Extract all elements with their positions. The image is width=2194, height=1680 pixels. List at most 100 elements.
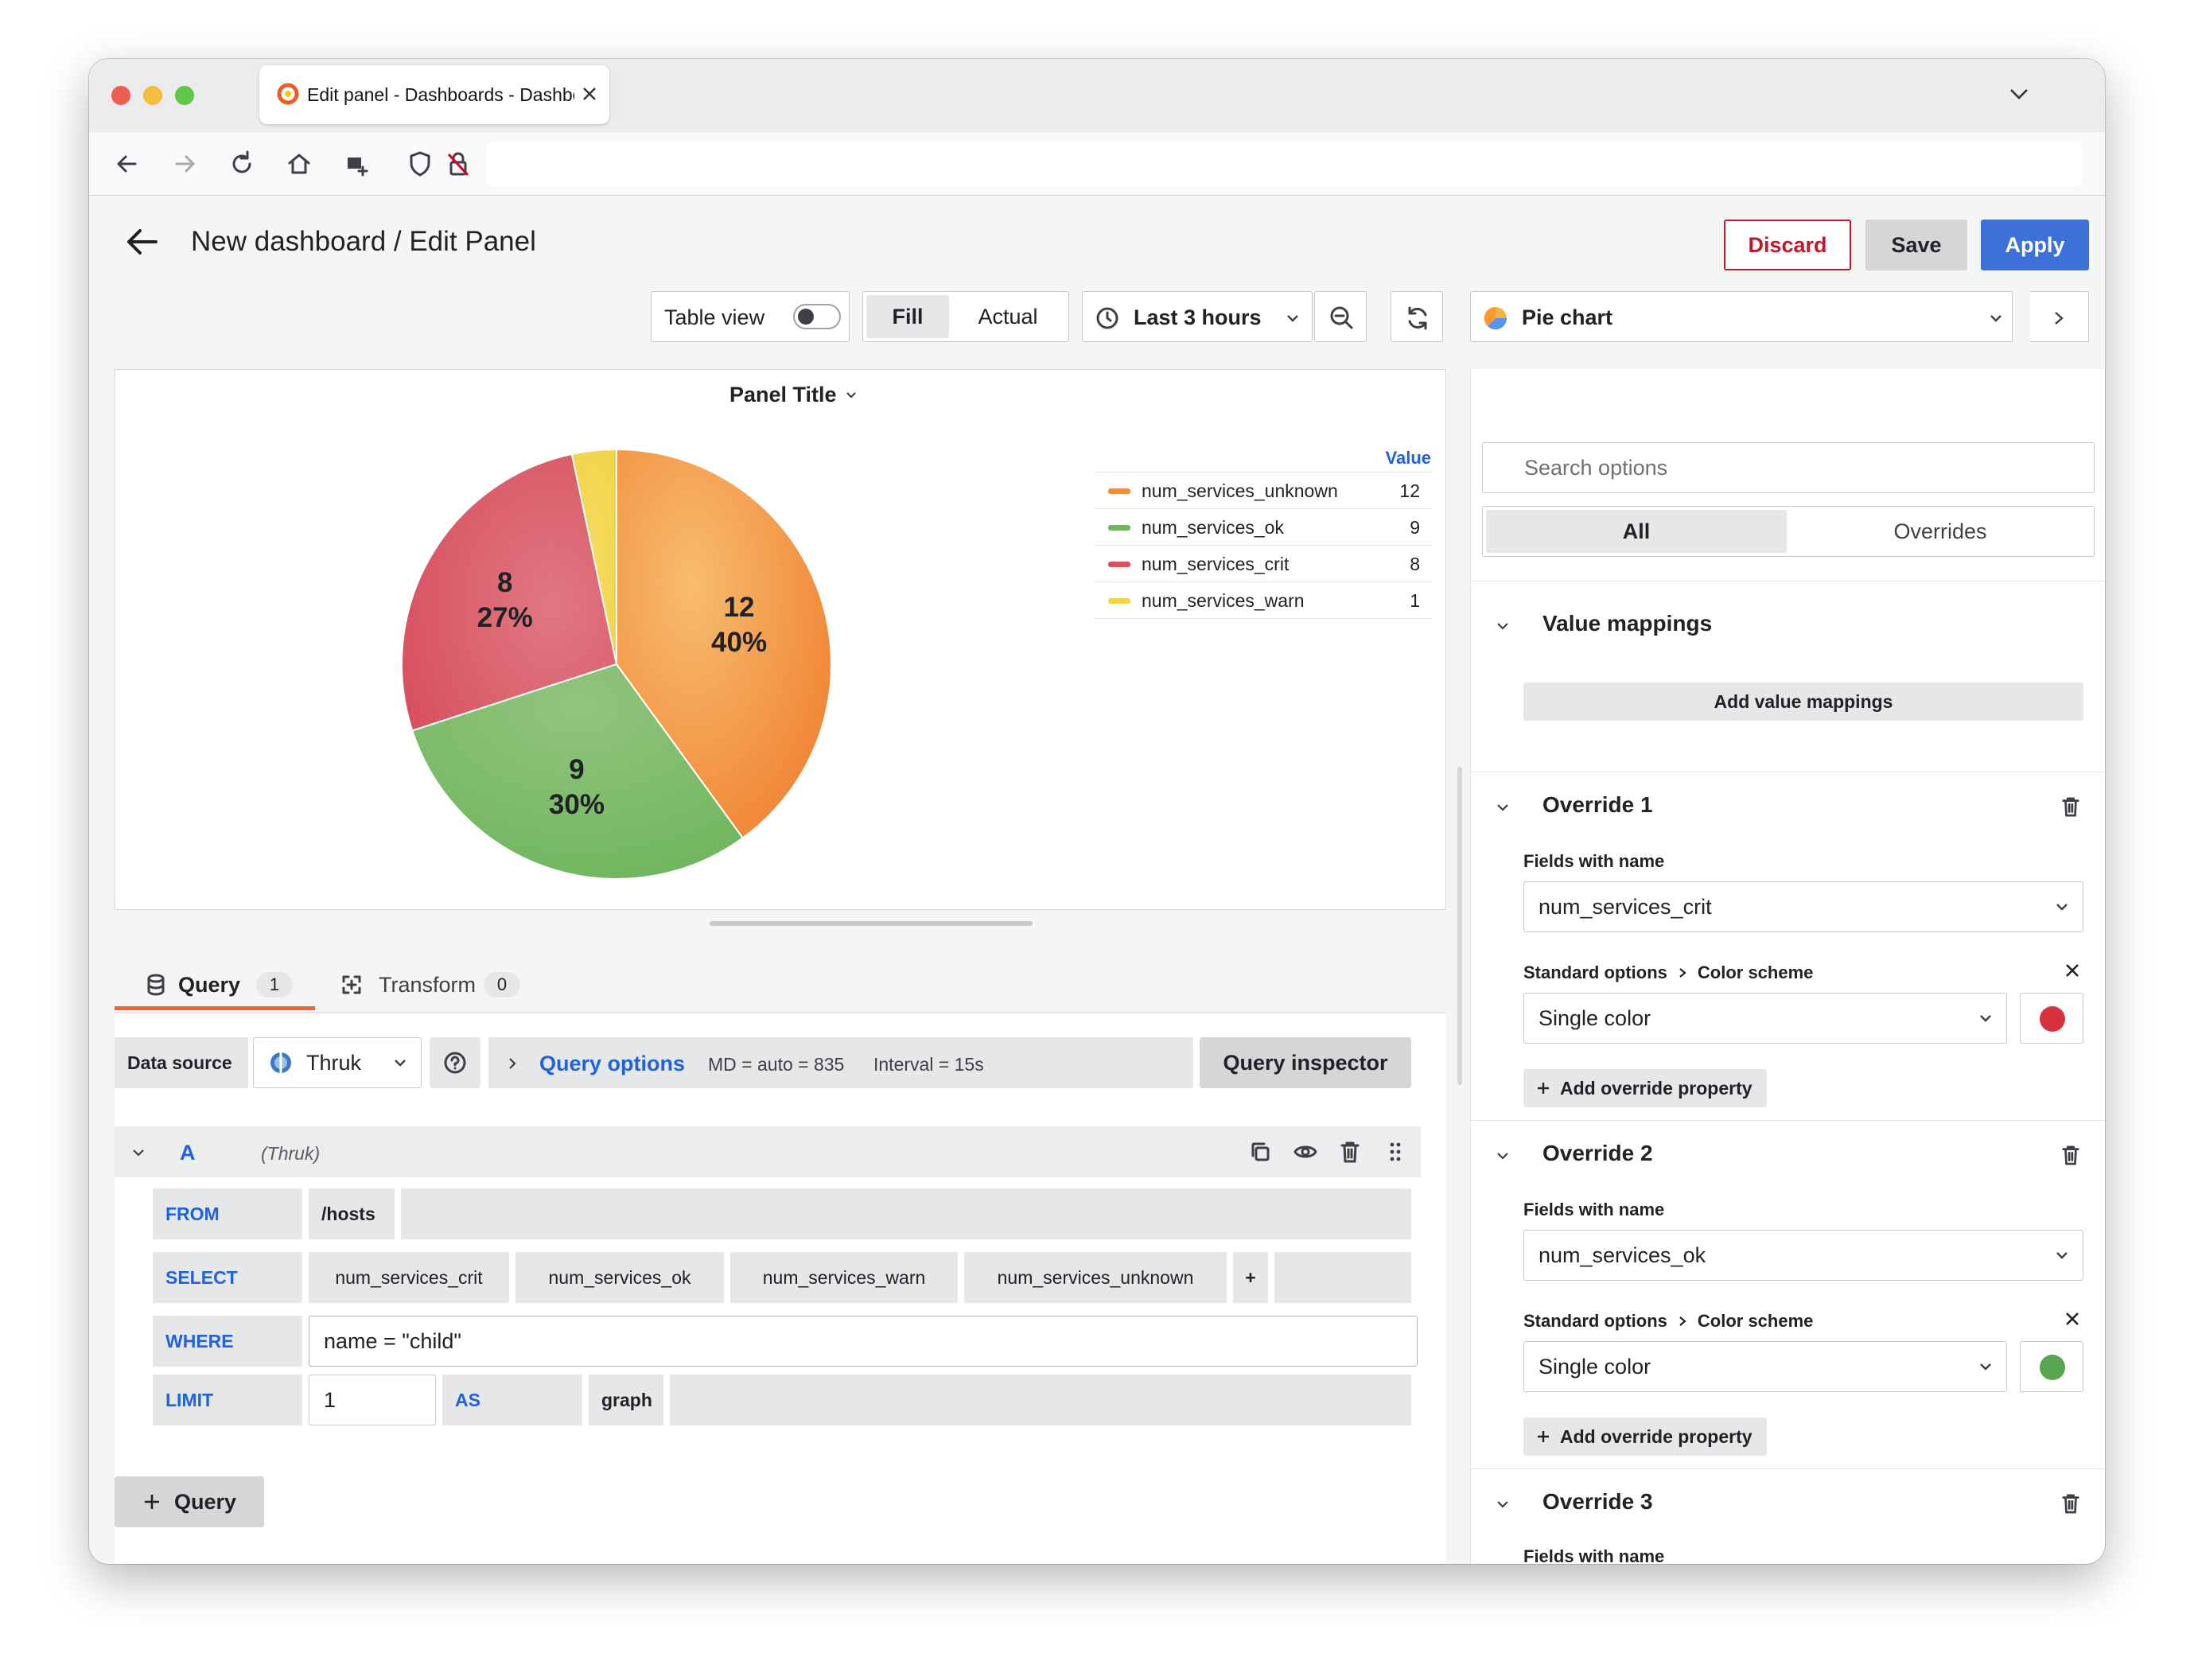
- zoom-out-button[interactable]: [1314, 291, 1367, 342]
- legend-item[interactable]: num_services_crit 8: [1094, 546, 1431, 582]
- add-override-property-button[interactable]: Add override property: [1523, 1418, 1767, 1456]
- drag-handle-icon[interactable]: [1387, 1141, 1403, 1163]
- collapse-chevron-icon[interactable]: [1496, 1150, 1509, 1161]
- table-view-toggle[interactable]: Table view: [651, 291, 850, 342]
- address-bar[interactable]: [487, 142, 2083, 186]
- data-source-help-button[interactable]: [430, 1037, 480, 1088]
- minimize-window-button[interactable]: [143, 86, 162, 105]
- delete-override-icon[interactable]: [2061, 795, 2080, 818]
- field-name-select[interactable]: num_services_ok: [1523, 1230, 2083, 1281]
- save-button[interactable]: Save: [1865, 220, 1967, 270]
- apply-button[interactable]: Apply: [1981, 220, 2089, 270]
- add-value-mappings-button[interactable]: Add value mappings: [1523, 682, 2083, 721]
- override-title[interactable]: Override 3: [1542, 1489, 1653, 1514]
- select-empty-segment[interactable]: [1274, 1252, 1411, 1303]
- actual-option[interactable]: Actual: [978, 304, 1038, 329]
- close-tab-icon[interactable]: [581, 85, 598, 103]
- time-range-picker[interactable]: Last 3 hours: [1082, 291, 1313, 342]
- search-options-input[interactable]: Search options: [1482, 442, 2095, 493]
- delete-override-icon[interactable]: [2061, 1492, 2080, 1515]
- table-view-switch[interactable]: [793, 304, 841, 329]
- back-arrow-icon[interactable]: [111, 148, 143, 180]
- legend-item[interactable]: num_services_unknown 12: [1094, 472, 1431, 509]
- query-ref-id[interactable]: A: [180, 1141, 196, 1165]
- forward-arrow-icon[interactable]: [169, 148, 200, 180]
- panel-resize-handle[interactable]: [710, 921, 1033, 926]
- pie-slice-num-services-crit[interactable]: [402, 453, 618, 732]
- chevron-right-icon: [1679, 1316, 1686, 1326]
- shield-icon[interactable]: [404, 148, 436, 180]
- legend-item[interactable]: num_services_warn 1: [1094, 582, 1431, 619]
- delete-override-icon[interactable]: [2061, 1144, 2080, 1166]
- legend-value-header[interactable]: Value: [1385, 448, 1431, 468]
- refresh-button[interactable]: [1391, 291, 1443, 342]
- fill-option[interactable]: Fill: [866, 295, 949, 338]
- as-empty-segment[interactable]: [670, 1375, 1411, 1425]
- panel-header[interactable]: Panel Title: [729, 383, 858, 407]
- legend-item[interactable]: num_services_ok 9: [1094, 509, 1431, 546]
- override-title[interactable]: Override 2: [1542, 1141, 1653, 1165]
- vertical-scrollbar[interactable]: [1457, 767, 1462, 1085]
- trash-icon[interactable]: [1340, 1140, 1360, 1164]
- query-count-badge: 1: [256, 972, 293, 998]
- add-query-button[interactable]: Query: [115, 1476, 264, 1527]
- override-title[interactable]: Override 1: [1542, 792, 1653, 817]
- tab-list-chevron-icon[interactable]: [2008, 86, 2030, 102]
- collapse-chevron-icon[interactable]: [1496, 620, 1509, 632]
- pie-slice-num-services-unknown[interactable]: [616, 449, 831, 839]
- duplicate-query-icon[interactable]: [1249, 1141, 1271, 1163]
- query-inspector-button[interactable]: Query inspector: [1200, 1037, 1411, 1088]
- tab-overrides[interactable]: Overrides: [1893, 519, 1987, 543]
- pie-slice-num-services-warn[interactable]: [570, 449, 617, 665]
- add-select-column-button[interactable]: +: [1233, 1252, 1268, 1303]
- where-keyword: WHERE: [153, 1316, 302, 1367]
- format-as-value[interactable]: graph: [589, 1375, 663, 1425]
- color-picker-button[interactable]: [2020, 1341, 2083, 1392]
- toggle-options-pane-button[interactable]: [2030, 291, 2089, 342]
- visualization-picker[interactable]: Pie chart: [1470, 291, 2013, 342]
- query-row-header[interactable]: A (Thruk): [115, 1126, 1421, 1177]
- color-scheme-select[interactable]: Single color: [1523, 993, 2007, 1044]
- home-icon[interactable]: [283, 148, 315, 180]
- eye-icon[interactable]: [1293, 1141, 1317, 1163]
- extension-icon[interactable]: [340, 148, 372, 180]
- tab-query[interactable]: Query 1: [115, 959, 315, 1010]
- browser-tab[interactable]: Edit panel - Dashboards - Dashboards: [259, 65, 609, 124]
- value-mappings-title[interactable]: Value mappings: [1542, 611, 1713, 636]
- select-column[interactable]: num_services_unknown: [964, 1252, 1227, 1303]
- discard-button[interactable]: Discard: [1724, 220, 1851, 270]
- limit-input[interactable]: 1: [309, 1375, 436, 1425]
- tab-all[interactable]: All: [1486, 510, 1787, 553]
- color-picker-button[interactable]: [2020, 993, 2083, 1044]
- collapse-chevron-icon[interactable]: [132, 1147, 145, 1158]
- add-override-property-button[interactable]: Add override property: [1523, 1069, 1767, 1107]
- select-column[interactable]: num_services_warn: [730, 1252, 958, 1303]
- insecure-lock-icon[interactable]: [442, 148, 474, 180]
- chevron-down-icon: [2056, 1252, 2068, 1259]
- reload-icon[interactable]: [226, 148, 258, 180]
- chevron-down-icon: [1287, 315, 1298, 322]
- property-name: Color scheme: [1697, 1311, 1814, 1331]
- refresh-icon: [1408, 306, 1427, 330]
- remove-property-icon[interactable]: [2064, 1311, 2080, 1327]
- where-input[interactable]: name = "child": [309, 1316, 1418, 1367]
- color-scheme-select[interactable]: Single color: [1523, 1341, 2007, 1392]
- close-window-button[interactable]: [111, 86, 130, 105]
- data-source-picker[interactable]: Thruk: [253, 1037, 422, 1088]
- collapse-chevron-icon[interactable]: [1496, 1499, 1509, 1510]
- options-pane: Search options All Overrides Value mappi…: [1470, 369, 2105, 1564]
- add-override-property-label: Add override property: [1560, 1425, 1752, 1447]
- remove-property-icon[interactable]: [2064, 962, 2080, 978]
- select-keyword: SELECT: [153, 1252, 302, 1303]
- back-to-dashboard-icon[interactable]: [124, 226, 161, 258]
- pie-slice-num-services-ok[interactable]: [410, 663, 745, 879]
- select-column[interactable]: num_services_crit: [309, 1252, 509, 1303]
- tab-transform[interactable]: Transform 0: [328, 959, 566, 1010]
- field-name-select[interactable]: num_services_crit: [1523, 881, 2083, 932]
- from-table[interactable]: /hosts: [309, 1188, 395, 1239]
- query-options-bar[interactable]: Query options MD = auto = 835 Interval =…: [488, 1037, 1193, 1088]
- select-column[interactable]: num_services_ok: [515, 1252, 724, 1303]
- from-empty-segment[interactable]: [401, 1188, 1411, 1239]
- maximize-window-button[interactable]: [175, 86, 194, 105]
- collapse-chevron-icon[interactable]: [1496, 802, 1509, 813]
